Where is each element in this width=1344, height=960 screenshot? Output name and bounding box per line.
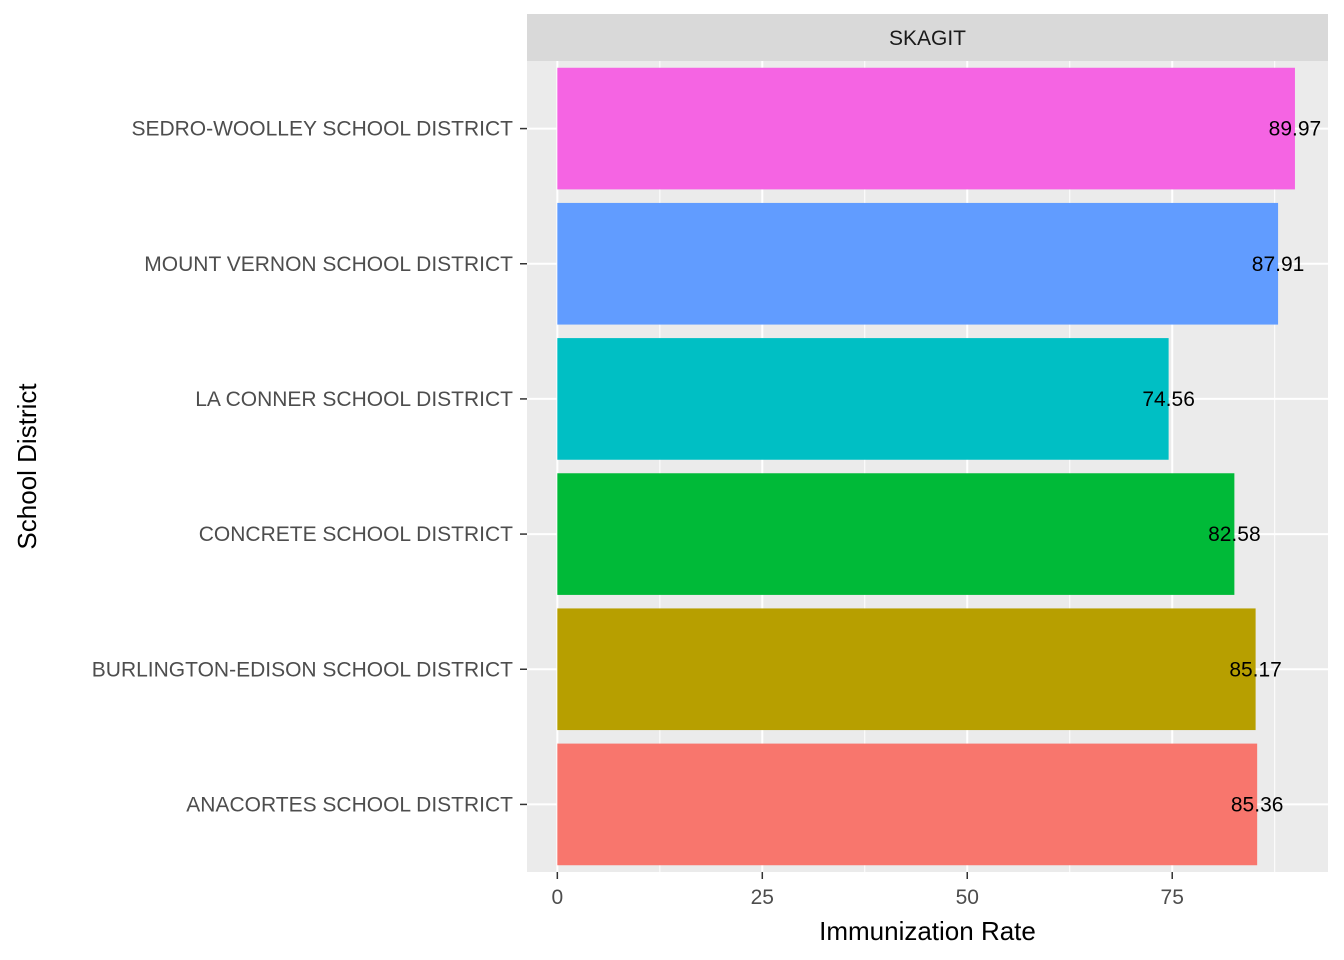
y-tick-label: ANACORTES SCHOOL DISTRICT (186, 793, 513, 816)
facet-strip-label: SKAGIT (889, 27, 966, 50)
bar (557, 338, 1169, 460)
bar (557, 743, 1258, 866)
data-labels: 85.36 85.17 82.58 74.56 87.91 89.97 (1142, 118, 1321, 817)
bar-value-label: 89.97 (1269, 118, 1322, 141)
bar (557, 202, 1279, 325)
y-tick-label: MOUNT VERNON SCHOOL DISTRICT (144, 253, 513, 276)
y-axis: ANACORTES SCHOOL DISTRICT BURLINGTON-EDIS… (92, 118, 527, 816)
plot-panel (527, 61, 1328, 872)
x-tick-label: 25 (751, 886, 774, 909)
bar-value-label: 85.17 (1229, 658, 1282, 681)
x-tick-label: 50 (956, 886, 979, 909)
bar (557, 67, 1295, 190)
bar-value-label: 87.91 (1252, 253, 1305, 276)
y-tick-label: LA CONNER SCHOOL DISTRICT (195, 388, 513, 411)
x-tick-label: 0 (551, 886, 563, 909)
x-tick-label: 75 (1161, 886, 1184, 909)
bar (557, 608, 1256, 731)
bar-value-label: 82.58 (1208, 523, 1261, 546)
strip-background (527, 14, 1328, 61)
bar (557, 473, 1235, 595)
y-axis-title: School District (12, 383, 42, 550)
bar-value-label: 85.36 (1231, 793, 1284, 816)
x-axis-title: Immunization Rate (819, 916, 1036, 946)
y-tick-label: CONCRETE SCHOOL DISTRICT (199, 523, 513, 546)
bars (557, 67, 1295, 866)
bar-value-label: 74.56 (1142, 388, 1195, 411)
y-tick-label: SEDRO-WOOLLEY SCHOOL DISTRICT (131, 118, 513, 141)
y-tick-label: BURLINGTON-EDISON SCHOOL DISTRICT (92, 658, 513, 681)
x-axis: 0 25 50 75 (551, 872, 1184, 909)
